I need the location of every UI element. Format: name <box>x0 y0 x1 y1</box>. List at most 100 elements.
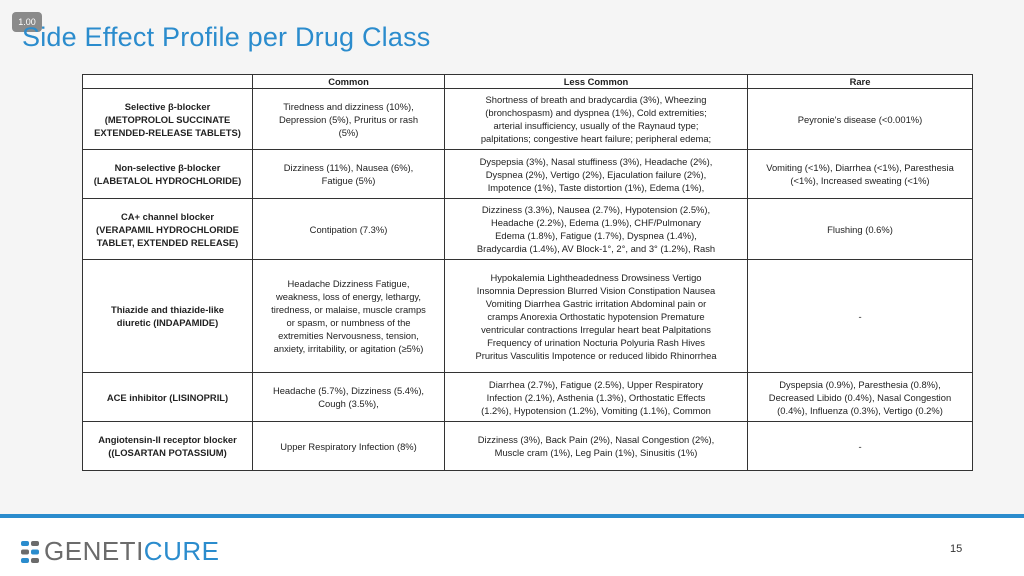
cell-text-line: extremities Nervousness, tension, <box>278 330 419 341</box>
cell-text-line: ACE inhibitor (LISINOPRIL) <box>106 391 229 403</box>
cell-text-line: (METOPROLOL SUCCINATE <box>104 113 231 125</box>
rare-effects-cell: Dyspepsia (0.9%), Paresthesia (0.8%), Dec… <box>747 372 973 422</box>
drug-class-cell: Angiotensin-II receptor blocker ((LOSARTA… <box>82 421 253 471</box>
cell-text-line: anxiety, irritability, or agitation (≥5%… <box>273 343 424 354</box>
cell-text-line: diuretic (INDAPAMIDE) <box>116 317 219 328</box>
cell-text-line: Edema (1.8%), Fatigue (1.7%), Dyspnea (1… <box>495 230 697 241</box>
cell-text-line: - <box>858 310 862 322</box>
cell-text-line: Headache (5.7%), Dizziness (5.4%), <box>272 385 425 396</box>
drug-class-cell: CA+ channel blocker (VERAPAMIL HYDROCHLOR… <box>82 198 253 260</box>
cell-text-line: Bradycardia (1.4%), AV Block-1°, 2°, and… <box>476 243 716 254</box>
cell-text-line: Angiotensin-II receptor blocker <box>98 434 237 445</box>
header-common: Common <box>252 74 445 89</box>
rare-effects-cell: - <box>747 259 973 373</box>
geneticure-logo: GENETICURE <box>20 536 219 567</box>
cell-text-line: Diarrhea (2.7%), Fatigue (2.5%), Upper R… <box>488 378 704 390</box>
cell-text-line: Contipation (7.3%) <box>309 223 388 235</box>
cell-text-line: Decreased Libido (0.4%), Nasal Congestio… <box>768 391 952 403</box>
cell-text-line: Flushing (0.6%) <box>827 223 893 235</box>
logo-text-main: GENETI <box>44 536 144 566</box>
cell-text-line: Impotence (1%), Taste distortion (1%), E… <box>487 181 705 193</box>
common-effects-cell: Contipation (7.3%) <box>252 198 445 260</box>
cell-text-line: Vomiting (<1%), Diarrhea (<1%), Paresthe… <box>766 162 954 173</box>
cell-text-line: Vomiting Diarrhea Gastric irritation Abd… <box>485 297 707 309</box>
cell-text-line: or spasm, or numbness of the <box>286 317 411 328</box>
cell-text-line: palpitations; congestive heart failure; … <box>480 133 712 144</box>
cell-text-line: Frequency of urination Nocturia Polyuria… <box>487 336 705 348</box>
cell-text-line: ventricular contractions Irregular heart… <box>481 323 711 335</box>
cell-text-line: CA+ channel blocker <box>121 210 214 222</box>
cell-text-line: Dizziness (3%), Back Pain (2%), Nasal Co… <box>477 434 715 445</box>
cell-text-line: TABLET, EXTENDED RELEASE) <box>96 236 239 248</box>
cell-text-line: Infection (2.1%), Asthenia (1.3%), Ortho… <box>486 391 706 403</box>
common-effects-cell: Dizziness (11%), Nausea (6%), Fatigue (5%… <box>252 149 445 199</box>
common-effects-cell: Upper Respiratory Infection (8%) <box>252 421 445 471</box>
slide-footer <box>0 518 1024 576</box>
cell-text-line: (bronchospasm) and dyspnea (1%), Cold ex… <box>485 107 707 118</box>
cell-text-line: (0.4%), Influenza (0.3%), Vertigo (0.2%) <box>777 404 943 416</box>
cell-text-line: Dizziness (11%), Nausea (6%), <box>283 162 414 173</box>
table-row: Angiotensin-II receptor blocker ((LOSARTA… <box>82 421 973 471</box>
cell-text-line: cramps Anorexia Orthostatic hypotension … <box>487 310 705 322</box>
header-drug-class <box>82 74 253 89</box>
cell-text-line: Tiredness and dizziness (10%), <box>283 100 414 112</box>
header-less-common: Less Common <box>444 74 748 89</box>
cell-text-line: (1.2%), Hypotension (1.2%), Vomiting (1.… <box>481 404 711 416</box>
cell-text-line: Dyspepsia (3%), Nasal stuffiness (3%), H… <box>479 155 713 167</box>
slide-title: Side Effect Profile per Drug Class <box>22 22 431 52</box>
table-row: Thiazide and thiazide-like diuretic (INDA… <box>82 259 973 373</box>
cell-text-line: Dyspnea (2%), Vertigo (2%), Ejaculation … <box>485 168 707 180</box>
cell-text-line: (<1%), Increased sweating (<1%) <box>790 175 930 186</box>
common-effects-cell: Headache (5.7%), Dizziness (5.4%), Cough … <box>252 372 445 422</box>
cell-text-line: Dizziness (3.3%), Nausea (2.7%), Hypoten… <box>481 204 711 215</box>
side-effects-table: Common Less Common Rare Selective β-bloc… <box>82 74 973 471</box>
rare-effects-cell: - <box>747 421 973 471</box>
table-row: CA+ channel blocker (VERAPAMIL HYDROCHLOR… <box>82 198 973 260</box>
table-header-row: Common Less Common Rare <box>82 74 973 89</box>
table-row: Selective β-blocker (METOPROLOL SUCCINATE… <box>82 88 973 150</box>
cell-text-line: Headache Dizziness Fatigue, <box>287 278 410 289</box>
dna-logo-icon <box>21 540 39 563</box>
rare-effects-cell: Flushing (0.6%) <box>747 198 973 260</box>
common-effects-cell: Headache Dizziness Fatigue, weakness, los… <box>252 259 445 373</box>
cell-text-line: - <box>858 440 862 452</box>
footer-divider <box>0 514 1024 518</box>
less-common-effects-cell: Shortness of breath and bradycardia (3%)… <box>444 88 748 150</box>
cell-text-line: tiredness, or malaise, muscle cramps <box>271 304 426 315</box>
cell-text-line: Headache (2.2%), Edema (1.9%), CHF/Pulmo… <box>491 217 701 228</box>
cell-text-line: Muscle cram (1%), Leg Pain (1%), Sinusit… <box>494 447 698 458</box>
cell-text-line: (LABETALOL HYDROCHLORIDE) <box>93 175 242 186</box>
table-row: Non-selective β-blocker (LABETALOL HYDROC… <box>82 149 973 199</box>
cell-text-line: (VERAPAMIL HYDROCHLORIDE <box>96 223 239 235</box>
cell-text-line: Pruritus Vasculitis Impotence or reduced… <box>475 349 717 361</box>
cell-text-line: Cough (3.5%), <box>318 398 379 409</box>
cell-text-line: weakness, loss of energy, lethargy, <box>275 291 422 302</box>
cell-text-line: Peyronie's disease (<0.001%) <box>797 113 923 125</box>
cell-text-line: Hypokalemia Lightheadedness Drowsiness V… <box>490 271 702 283</box>
less-common-effects-cell: Hypokalemia Lightheadedness Drowsiness V… <box>444 259 748 373</box>
drug-class-cell: ACE inhibitor (LISINOPRIL) <box>82 372 253 422</box>
logo-text-accent: CURE <box>143 536 220 566</box>
cell-text-line: Dyspepsia (0.9%), Paresthesia (0.8%), <box>779 378 941 390</box>
cell-text-line: EXTENDED-RELEASE TABLETS) <box>94 126 241 138</box>
rare-effects-cell: Peyronie's disease (<0.001%) <box>747 88 973 150</box>
cell-text-line: Thiazide and thiazide-like <box>110 304 225 315</box>
cell-text-line: Depression (5%), Pruritus or rash <box>278 113 419 125</box>
less-common-effects-cell: Dyspepsia (3%), Nasal stuffiness (3%), H… <box>444 149 748 199</box>
zoom-level-badge: 1.00 <box>12 12 42 32</box>
cell-text-line: ((LOSARTAN POTASSIUM) <box>108 447 227 458</box>
cell-text-line: Insomnia Depression Blurred Vision Const… <box>476 284 716 296</box>
cell-text-line: Upper Respiratory Infection (8%) <box>280 440 417 452</box>
cell-text-line: Non-selective β-blocker <box>114 162 221 173</box>
cell-text-line: (5%) <box>338 126 359 138</box>
cell-text-line: arterial insufficiency, usually of the R… <box>493 120 699 131</box>
page-number: 15 <box>950 543 963 555</box>
cell-text-line: Fatigue (5%) <box>321 175 376 186</box>
less-common-effects-cell: Diarrhea (2.7%), Fatigue (2.5%), Upper R… <box>444 372 748 422</box>
drug-class-cell: Thiazide and thiazide-like diuretic (INDA… <box>82 259 253 373</box>
common-effects-cell: Tiredness and dizziness (10%), Depression… <box>252 88 445 150</box>
cell-text-line: Selective β-blocker <box>124 100 211 112</box>
logo-wordmark: GENETICURE <box>44 536 219 567</box>
less-common-effects-cell: Dizziness (3.3%), Nausea (2.7%), Hypoten… <box>444 198 748 260</box>
header-rare: Rare <box>747 74 973 89</box>
